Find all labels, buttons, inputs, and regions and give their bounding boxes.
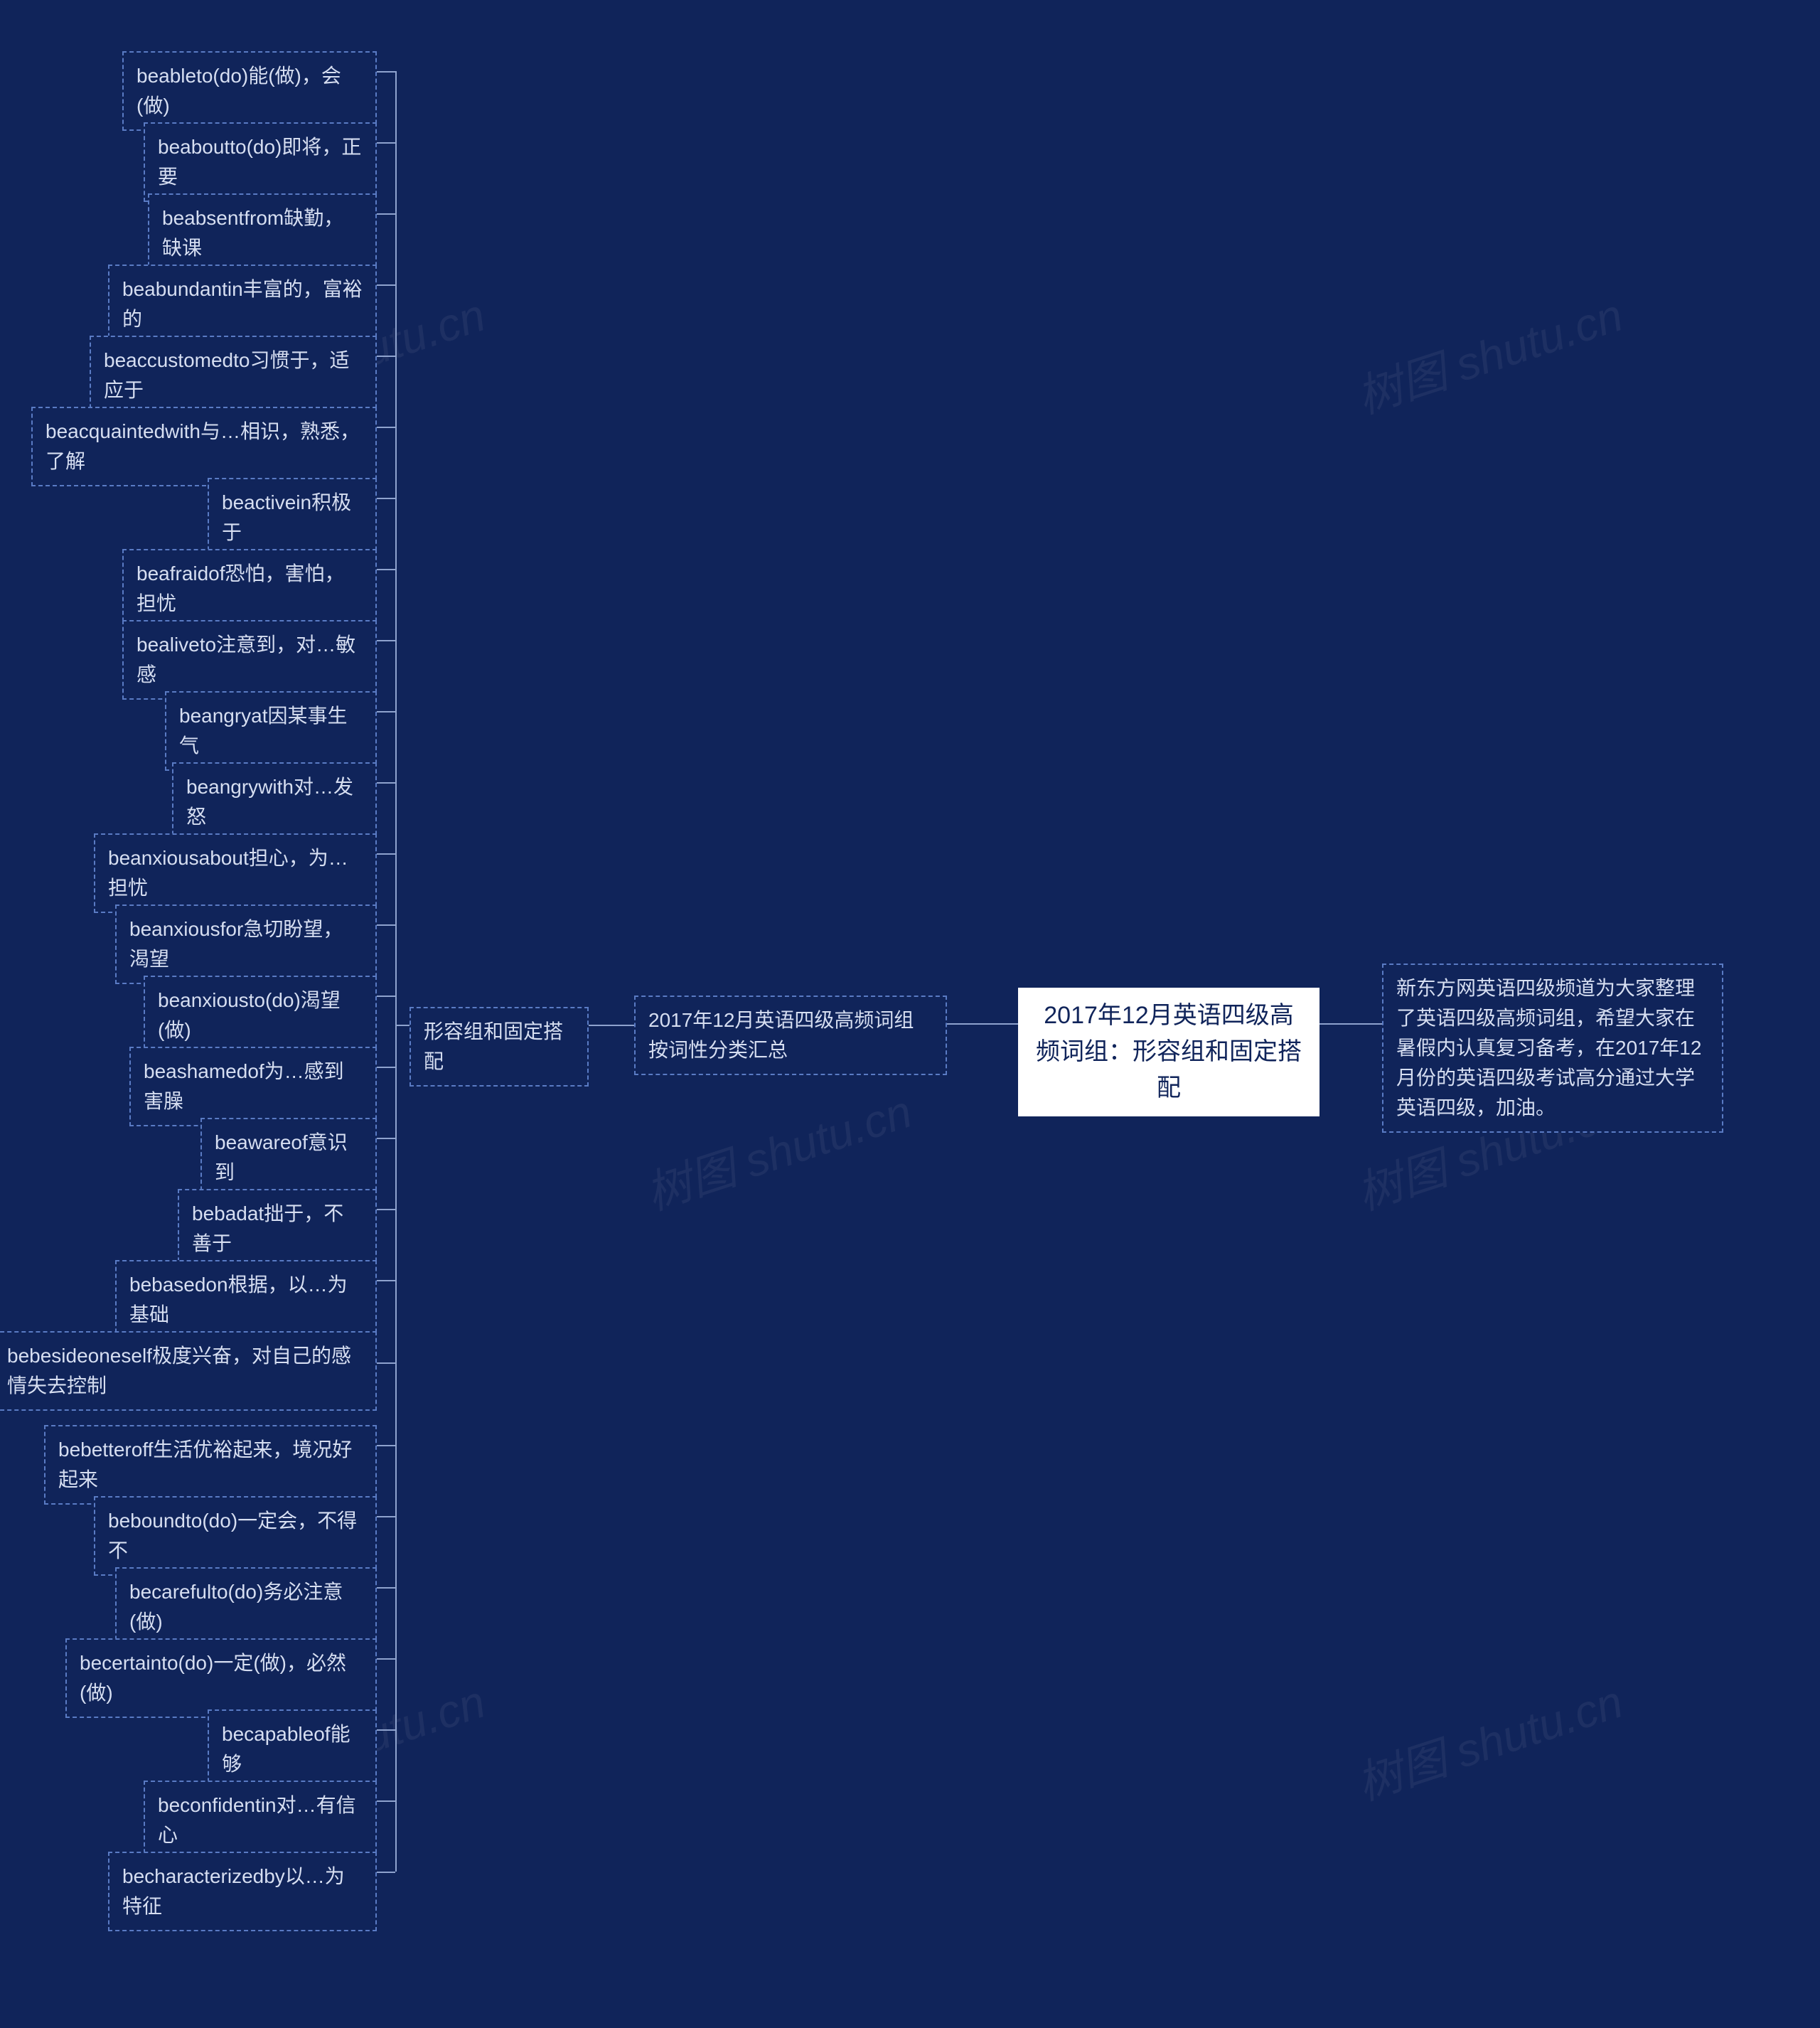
leaf-node: beaboutto(do)即将，正要	[144, 122, 377, 202]
leaf-node: beawareof意识到	[200, 1118, 377, 1197]
leaf-node: beableto(do)能(做)，会(做)	[122, 51, 377, 131]
connector	[395, 1025, 410, 1026]
connector	[377, 1729, 395, 1731]
connector	[377, 1067, 395, 1068]
watermark: 树图 shutu.cn	[636, 1075, 919, 1222]
connector	[947, 1023, 1018, 1025]
connector	[377, 498, 395, 499]
description-node: 新东方网英语四级频道为大家整理了英语四级高频词组，希望大家在暑假内认真复习备考，…	[1382, 964, 1723, 1133]
leaf-node: beactivein积极于	[208, 478, 377, 557]
leaf-node: beabundantin丰富的，富裕的	[108, 265, 377, 344]
leaf-node: beacquaintedwith与…相识，熟悉，了解	[31, 407, 377, 486]
leaf-node: beboundto(do)一定会，不得不	[94, 1496, 377, 1576]
summary-node: 2017年12月英语四级高频词组按词性分类汇总	[634, 996, 947, 1075]
leaf-node: beafraidof恐怕，害怕，担忧	[122, 549, 377, 629]
leaf-node: bebesideoneself极度兴奋，对自己的感情失去控制	[0, 1331, 377, 1411]
leaf-node: bebadat拙于，不善于	[178, 1189, 377, 1269]
connector	[377, 1800, 395, 1802]
leaf-node: becertainto(do)一定(做)，必然(做)	[65, 1638, 377, 1718]
connector	[377, 1280, 395, 1281]
connector	[377, 996, 395, 997]
leaf-node: bebasedon根据，以…为基础	[115, 1260, 377, 1340]
connector	[377, 853, 395, 855]
leaf-node: becarefulto(do)务必注意(做)	[115, 1567, 377, 1647]
connector	[377, 71, 395, 73]
connector	[589, 1025, 634, 1026]
connector	[377, 711, 395, 713]
leaf-node: beanxiousto(do)渴望(做)	[144, 976, 377, 1055]
leaf-node: beanxiousabout担心，为…担忧	[94, 833, 377, 913]
root-node: 2017年12月英语四级高频词组：形容组和固定搭配	[1018, 988, 1320, 1116]
connector	[377, 782, 395, 784]
leaf-node: beashamedof为…感到害臊	[129, 1047, 377, 1126]
connector	[377, 1587, 395, 1589]
leaf-node: becharacterizedby以…为特征	[108, 1852, 377, 1931]
leaf-node: beangrywith对…发怒	[172, 762, 377, 842]
connector	[377, 640, 395, 641]
connector	[377, 142, 395, 144]
connector	[377, 1658, 395, 1660]
connector	[377, 356, 395, 357]
leaf-node: beangryat因某事生气	[165, 691, 377, 771]
leaf-node: beabsentfrom缺勤，缺课	[148, 193, 377, 273]
connector	[377, 569, 395, 570]
connector	[377, 1362, 395, 1364]
connector	[377, 924, 395, 926]
category-node: 形容组和固定搭配	[410, 1007, 589, 1087]
connector	[377, 1445, 395, 1446]
leaf-node: becapableof能够	[208, 1709, 377, 1789]
connector	[377, 284, 395, 286]
connector	[1320, 1023, 1382, 1025]
connector	[377, 1138, 395, 1139]
watermark: 树图 shutu.cn	[1347, 1665, 1629, 1813]
connector	[377, 427, 395, 428]
connector	[377, 1872, 395, 1873]
leaf-node: beconfidentin对…有信心	[144, 1781, 377, 1860]
leaf-node: bebetteroff生活优裕起来，境况好起来	[44, 1425, 377, 1505]
leaf-node: beaccustomedto习惯于，适应于	[90, 336, 377, 415]
connector	[395, 71, 397, 1872]
connector	[377, 213, 395, 215]
connector	[377, 1516, 395, 1517]
mindmap-canvas: 树图 shutu.cn树图 shutu.cn树图 shutu.cn树图 shut…	[0, 0, 1820, 2028]
leaf-node: bealiveto注意到，对…敏感	[122, 620, 377, 700]
connector	[377, 1209, 395, 1210]
leaf-node: beanxiousfor急切盼望，渴望	[115, 904, 377, 984]
watermark: 树图 shutu.cn	[1347, 279, 1629, 426]
